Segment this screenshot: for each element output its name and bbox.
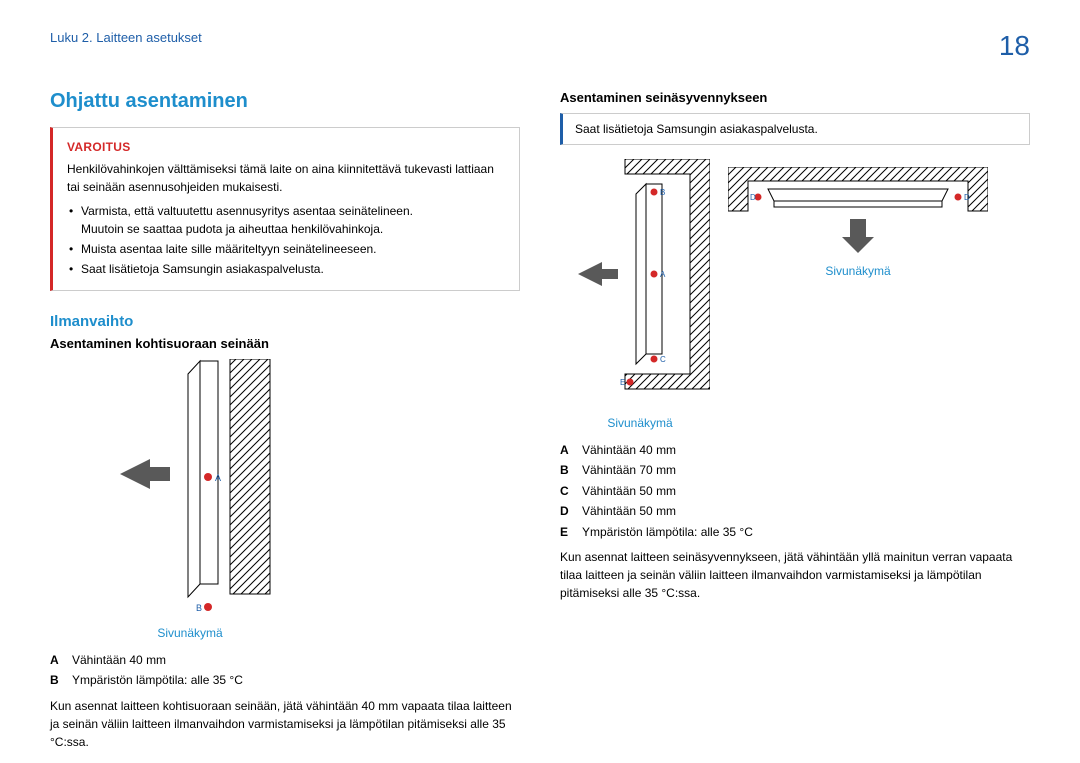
warning-intro: Henkilövahinkojen välttämiseksi tämä lai… <box>67 160 505 196</box>
svg-text:B: B <box>196 603 202 613</box>
legend-value: Vähintään 70 mm <box>582 460 676 480</box>
legend-value: Vähintään 50 mm <box>582 481 676 501</box>
legend-key: D <box>560 501 574 521</box>
warning-bullet: Varmista, että valtuutettu asennusyritys… <box>67 202 505 238</box>
legend-value: Ympäristön lämpötila: alle 35 °C <box>582 522 753 542</box>
page-header: Luku 2. Laitteen asetukset 18 <box>50 30 1030 62</box>
left-column: Ohjattu asentaminen VAROITUS Henkilövahi… <box>50 90 520 751</box>
legend-value: Vähintään 50 mm <box>582 501 676 521</box>
figure-perpendicular: A B Sivunäkymä <box>50 359 520 640</box>
info-box: Saat lisätietoja Samsungin asiakaspalvel… <box>560 113 1030 145</box>
svg-text:B: B <box>660 188 665 197</box>
body-paragraph: Kun asennat laitteen seinäsyvennykseen, … <box>560 548 1030 602</box>
section-subheading: Asentaminen seinäsyvennykseen <box>560 90 1030 105</box>
legend-list: A Vähintään 40 mm B Ympäristön lämpötila: … <box>50 650 520 691</box>
figure-recess-group: B A C E Sivunäkymä <box>560 159 1030 430</box>
legend-key: B <box>560 460 574 480</box>
legend-key: A <box>560 440 574 460</box>
legend-value: Vähintään 40 mm <box>72 650 166 670</box>
diagram-recess-side-icon: B A C E <box>570 159 710 409</box>
diagram-recess-top-icon: D D <box>728 167 988 257</box>
diagram-perpendicular-icon: A B <box>100 359 280 619</box>
legend-key: E <box>560 522 574 542</box>
figure-caption: Sivunäkymä <box>570 416 710 430</box>
legend-value: Ympäristön lämpötila: alle 35 °C <box>72 670 243 690</box>
warning-bullet: Muista asentaa laite sille määriteltyyn … <box>67 240 505 258</box>
figure-caption: Sivunäkymä <box>728 264 988 278</box>
chapter-label: Luku 2. Laitteen asetukset <box>50 30 202 45</box>
section-heading: Ilmanvaihto <box>50 313 520 330</box>
legend-list: A Vähintään 40 mm B Vähintään 70 mm C Vähin… <box>560 440 1030 542</box>
legend-value: Vähintään 40 mm <box>582 440 676 460</box>
svg-text:A: A <box>215 473 221 483</box>
warning-box: VAROITUS Henkilövahinkojen välttämiseksi… <box>50 127 520 291</box>
page-number: 18 <box>999 30 1030 62</box>
svg-text:D: D <box>750 193 756 202</box>
svg-text:D: D <box>964 193 970 202</box>
section-subheading: Asentaminen kohtisuoraan seinään <box>50 336 520 351</box>
warning-label: VAROITUS <box>67 138 505 156</box>
svg-text:C: C <box>660 355 666 364</box>
legend-key: A <box>50 650 64 670</box>
content-columns: Ohjattu asentaminen VAROITUS Henkilövahi… <box>50 90 1030 751</box>
legend-key: C <box>560 481 574 501</box>
figure-caption: Sivunäkymä <box>100 626 280 640</box>
svg-text:E: E <box>620 378 625 387</box>
body-paragraph: Kun asennat laitteen kohtisuoraan seinää… <box>50 697 520 751</box>
legend-key: B <box>50 670 64 690</box>
page-title: Ohjattu asentaminen <box>50 90 520 113</box>
svg-text:A: A <box>660 270 666 279</box>
warning-bullet: Saat lisätietoja Samsungin asiakaspalvel… <box>67 260 505 278</box>
right-column: Asentaminen seinäsyvennykseen Saat lisät… <box>560 90 1030 751</box>
